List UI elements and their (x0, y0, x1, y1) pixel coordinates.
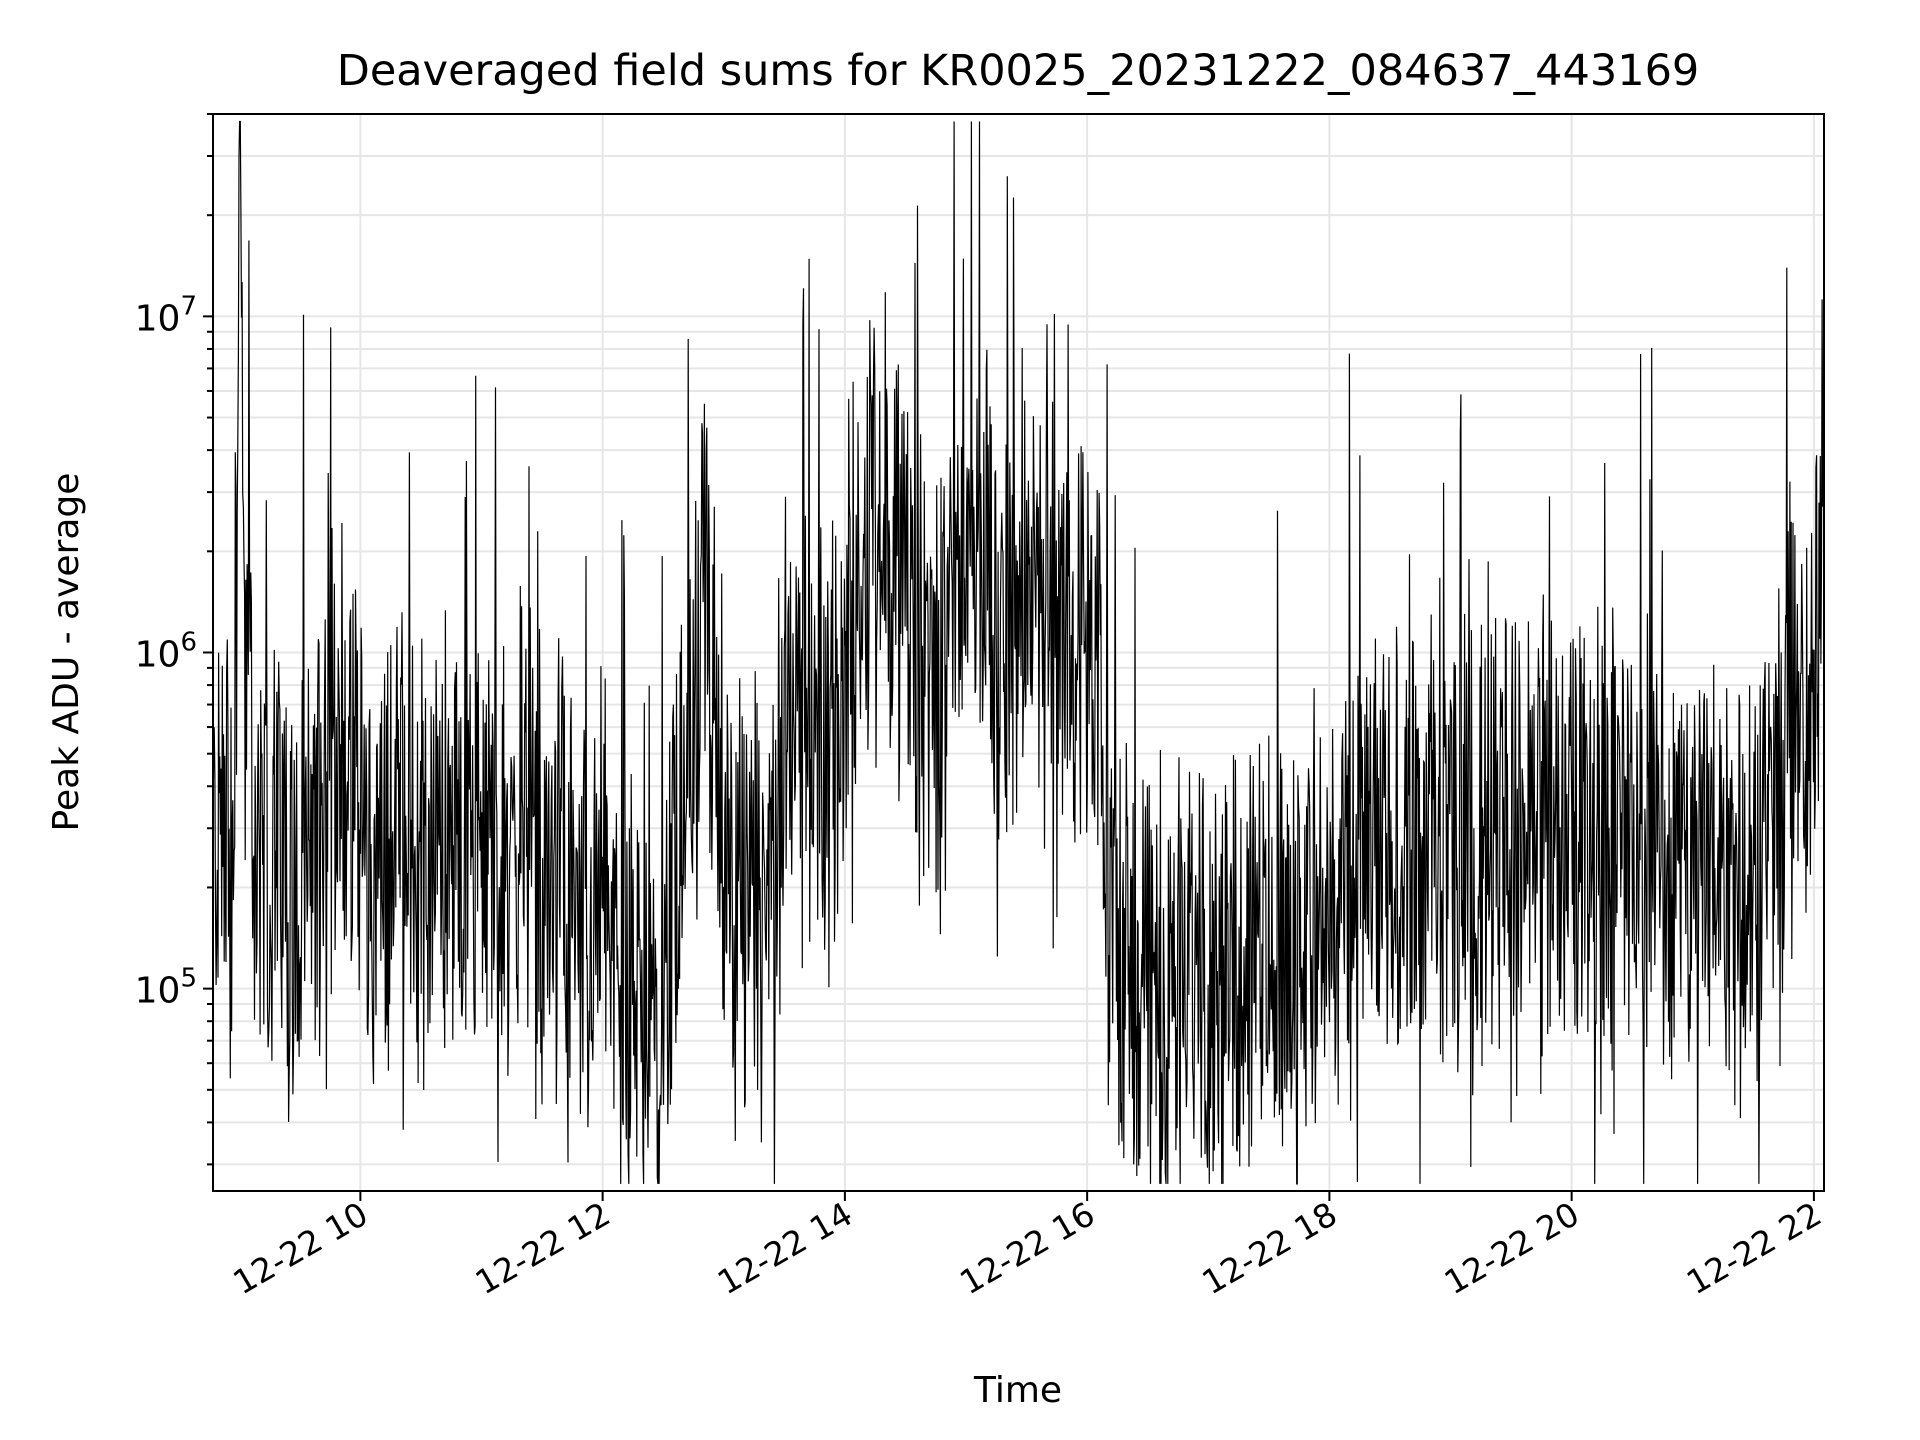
series-line (213, 120, 1824, 1185)
y-axis-label: Peak ADU - average (46, 473, 87, 832)
plot-area (213, 120, 1824, 1185)
y-tick-label: 107 (135, 291, 197, 339)
y-tick-label: 106 (135, 628, 197, 676)
chart-title: Deaveraged field sums for KR0025_2023122… (337, 46, 1700, 96)
x-axis-label: Time (973, 1370, 1062, 1411)
y-tick-label: 105 (135, 964, 197, 1012)
